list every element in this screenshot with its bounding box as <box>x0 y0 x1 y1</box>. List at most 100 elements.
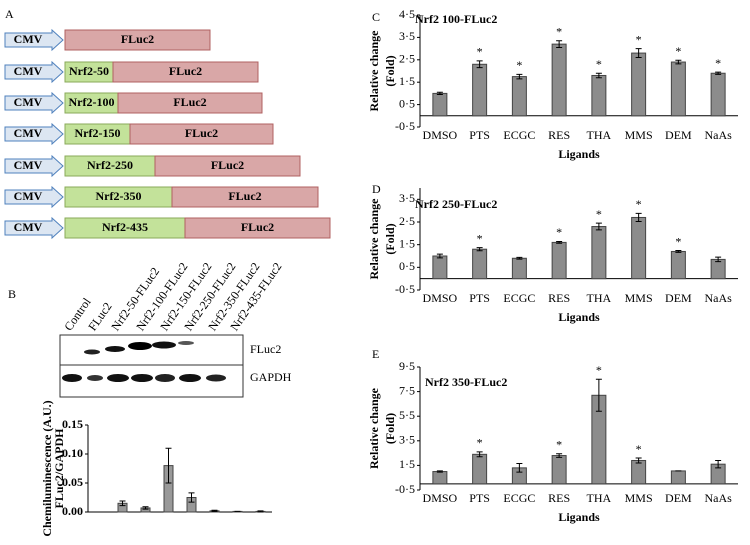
y-axis-label: Relative change <box>367 198 381 280</box>
band <box>107 374 129 382</box>
promoter-label: CMV <box>14 189 43 203</box>
band <box>62 374 82 382</box>
error-bar <box>142 506 149 510</box>
significance-mark: * <box>715 56 721 70</box>
bar <box>472 248 488 280</box>
y-tick-label: 3·5 <box>399 433 415 447</box>
x-tick-label: NaAs <box>704 128 732 142</box>
error-bar <box>188 492 195 503</box>
error-bar <box>675 250 682 253</box>
x-tick-label: THA <box>587 291 612 305</box>
chart-title: Nrf2 250-FLuc2 <box>415 197 497 211</box>
panel-label: D <box>372 182 381 196</box>
y-axis-label: (Fold) <box>383 55 397 86</box>
x-tick-label: THA <box>587 491 612 505</box>
reporter-label: FLuc2 <box>241 220 274 234</box>
bar <box>710 72 726 117</box>
promoter-arrow <box>4 154 64 178</box>
band <box>206 374 226 382</box>
x-tick-label: PTS <box>469 128 490 142</box>
y-tick-label: 2·5 <box>399 214 415 228</box>
bar <box>432 92 448 117</box>
bar <box>511 76 527 117</box>
promoter-label: CMV <box>14 32 43 46</box>
x-tick-label: MMS <box>625 491 653 505</box>
x-tick-label: MMS <box>625 128 653 142</box>
y-tick-label: 0·5 <box>399 96 415 110</box>
error-bar <box>556 240 563 244</box>
band <box>155 374 175 382</box>
reporter-box <box>171 186 319 208</box>
promoter-label: CMV <box>14 64 43 78</box>
panel-label: E <box>372 347 379 361</box>
error-bar <box>436 253 443 259</box>
y-axis-label: (Fold) <box>383 413 397 444</box>
x-axis-label: Ligands <box>558 510 600 524</box>
error-bar <box>556 453 563 458</box>
fragment-label: Nrf2-350 <box>96 189 142 203</box>
y-axis-label: Relative change <box>367 30 381 112</box>
blot-frame <box>59 334 244 398</box>
x-tick-label: ECGC <box>503 491 535 505</box>
error-bar <box>516 256 523 260</box>
promoter-label: CMV <box>14 220 43 234</box>
promoter-arrow <box>4 91 64 115</box>
bar <box>631 459 647 485</box>
bar <box>591 74 607 117</box>
y-tick-label: 3·5 <box>399 29 415 43</box>
promoter-arrow <box>4 60 64 84</box>
reporter-label: FLuc2 <box>185 126 218 140</box>
reporter-box <box>112 61 259 83</box>
significance-mark: * <box>636 442 642 456</box>
error-bar <box>715 256 722 263</box>
promoter-label: CMV <box>14 126 43 140</box>
fragment-label: Nrf2-250 <box>87 158 133 172</box>
y-tick-label: 0.15 <box>62 417 83 431</box>
band-label: FLuc2 <box>250 342 281 356</box>
reporter-label: FLuc2 <box>173 95 206 109</box>
x-axis-label: Ligands <box>558 147 600 161</box>
fragment-label: Nrf2-100 <box>69 95 115 109</box>
y-tick-label: -0·5 <box>395 482 415 496</box>
y-axis-label: (Fold) <box>383 223 397 254</box>
error-bar <box>516 463 523 473</box>
x-tick-label: DMSO <box>423 491 458 505</box>
bar <box>472 63 488 117</box>
x-tick-label: DEM <box>665 128 692 142</box>
x-tick-label: ECGC <box>503 291 535 305</box>
x-tick-label: NaAs <box>704 291 732 305</box>
x-tick-label: DEM <box>665 291 692 305</box>
reporter-box <box>117 92 263 114</box>
y-axis-label: Chemiluminescence (A.U.) <box>40 400 54 536</box>
error-bar <box>635 212 642 223</box>
y-tick-label: 7·5 <box>399 383 415 397</box>
x-tick-label: PTS <box>469 291 490 305</box>
significance-mark: * <box>556 25 562 39</box>
y-axis-label: FLuc2/GAPDH <box>52 428 66 509</box>
promoter-arrow <box>4 122 64 146</box>
significance-mark: * <box>596 207 602 221</box>
significance-mark: * <box>477 231 483 245</box>
x-tick-label: NaAs <box>704 491 732 505</box>
band <box>128 342 152 350</box>
y-axis-label: Relative change <box>367 387 381 469</box>
panel-label: B <box>8 287 16 301</box>
band <box>131 374 153 382</box>
significance-mark: * <box>477 436 483 450</box>
x-axis-label: Ligands <box>558 310 600 324</box>
y-tick-label: 2·5 <box>399 52 415 66</box>
y-tick-label: 3·5 <box>399 191 415 205</box>
promoter-label: CMV <box>14 158 43 172</box>
error-bar <box>476 451 483 458</box>
fragment-label: Nrf2-435 <box>102 220 148 234</box>
x-tick-label: DMSO <box>423 291 458 305</box>
x-tick-label: DMSO <box>423 128 458 142</box>
x-tick-label: ECGC <box>503 128 535 142</box>
reporter-box <box>184 217 331 239</box>
reporter-label: FLuc2 <box>211 158 244 172</box>
bar <box>551 43 567 117</box>
significance-mark: * <box>556 225 562 239</box>
y-tick-label: 4·5 <box>399 7 415 21</box>
x-tick-label: MMS <box>625 291 653 305</box>
